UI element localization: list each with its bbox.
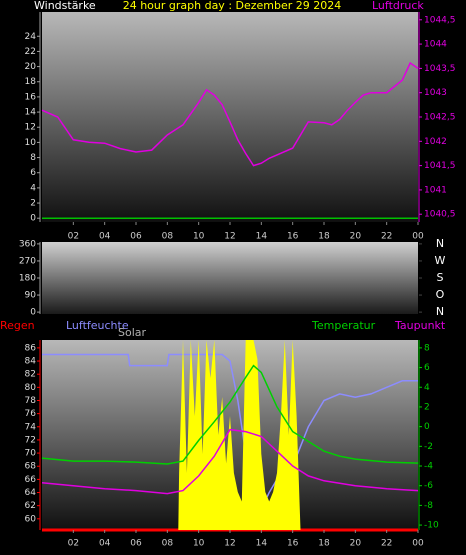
y-tick-label: 68 bbox=[25, 462, 37, 472]
x-tick-label: 02 bbox=[68, 539, 79, 549]
y2-tick-label: -4 bbox=[424, 462, 433, 472]
x-tick-label: 16 bbox=[287, 232, 299, 242]
x-tick-label: 00 bbox=[412, 539, 424, 549]
y2-tick-label: 1041,5 bbox=[424, 161, 456, 171]
y-tick-label: 70 bbox=[25, 449, 37, 459]
x-tick-label: 00 bbox=[412, 232, 424, 242]
y2-tick-label: -6 bbox=[424, 481, 433, 491]
x-tick-label: 04 bbox=[99, 539, 111, 549]
y-tick-label: 180 bbox=[19, 274, 36, 284]
y-tick-label: 360 bbox=[19, 239, 36, 249]
y-tick-label: 84 bbox=[25, 357, 37, 367]
x-tick-label: 22 bbox=[381, 539, 392, 549]
y2-tick-label: 1044,5 bbox=[424, 15, 456, 25]
x-tick-label: 22 bbox=[381, 232, 392, 242]
chart-title: 24 hour graph day : Dezember 29 2024 bbox=[123, 0, 342, 12]
y-tick-label: 16 bbox=[25, 92, 37, 102]
x-tick-label: 20 bbox=[350, 232, 362, 242]
y-tick-label: 78 bbox=[25, 396, 37, 406]
y-tick-label: 270 bbox=[19, 256, 36, 266]
y-tick-label: 10 bbox=[25, 138, 37, 148]
y-tick-label: 0 bbox=[30, 214, 36, 224]
y2-tick-label: N bbox=[436, 305, 444, 318]
y2-tick-label: N bbox=[436, 237, 444, 250]
y2-tick-label: -10 bbox=[424, 521, 439, 531]
y-tick-label: 76 bbox=[25, 409, 37, 419]
x-tick-label: 14 bbox=[256, 232, 268, 242]
area bbox=[42, 340, 418, 530]
y2-tick-label: 1042 bbox=[424, 137, 447, 147]
y2-tick-label: 8 bbox=[424, 343, 430, 353]
x-tick-label: 20 bbox=[350, 539, 362, 549]
plot-area bbox=[42, 12, 418, 222]
y2-tick-label: W bbox=[435, 254, 446, 267]
y2-tick-label: -8 bbox=[424, 501, 433, 511]
y-tick-label: 66 bbox=[25, 475, 37, 485]
y-tick-label: 72 bbox=[25, 435, 36, 445]
y-tick-label: 8 bbox=[30, 153, 36, 163]
y-tick-label: 0 bbox=[30, 308, 36, 318]
x-tick-label: 18 bbox=[318, 539, 330, 549]
x-tick-label: 10 bbox=[193, 232, 205, 242]
y-tick-label: 64 bbox=[25, 488, 37, 498]
y-tick-label: 14 bbox=[25, 108, 37, 118]
x-tick-label: 10 bbox=[193, 539, 205, 549]
plot-area bbox=[42, 242, 418, 314]
y-tick-label: 62 bbox=[25, 501, 36, 511]
legend-entry: Luftfeuchte bbox=[66, 319, 129, 332]
y2-tick-label: 1042,5 bbox=[424, 113, 456, 123]
y2-tick-label: O bbox=[436, 288, 445, 301]
y-tick-label: 90 bbox=[25, 291, 37, 301]
legend-entry: Solar bbox=[118, 326, 147, 339]
axis-title: Windstärke bbox=[34, 0, 96, 12]
y2-tick-label: -2 bbox=[424, 442, 433, 452]
x-tick-label: 08 bbox=[162, 232, 174, 242]
line bbox=[41, 364, 419, 465]
legend-entry: Temperatur bbox=[311, 319, 376, 332]
x-tick-label: 16 bbox=[287, 539, 299, 549]
axis-title: Luftdruck bbox=[372, 0, 424, 12]
y-tick-label: 82 bbox=[25, 370, 36, 380]
y-tick-label: 12 bbox=[25, 123, 36, 133]
y-tick-label: 24 bbox=[25, 32, 37, 42]
x-tick-label: 06 bbox=[130, 232, 142, 242]
y-tick-label: 4 bbox=[30, 183, 36, 193]
line bbox=[41, 428, 419, 495]
y2-tick-label: 6 bbox=[424, 363, 430, 373]
y-tick-label: 86 bbox=[25, 343, 37, 353]
y2-tick-label: 0 bbox=[424, 422, 430, 432]
x-tick-label: 02 bbox=[68, 232, 79, 242]
y2-tick-label: 1043,5 bbox=[424, 64, 456, 74]
x-tick-label: 06 bbox=[130, 539, 142, 549]
y2-tick-label: 1044 bbox=[424, 40, 447, 50]
y2-tick-label: 1043 bbox=[424, 88, 447, 98]
x-tick-label: 04 bbox=[99, 232, 111, 242]
y2-tick-label: 2 bbox=[424, 402, 430, 412]
legend-entry: Regen bbox=[0, 319, 35, 332]
x-tick-label: 12 bbox=[224, 539, 235, 549]
y2-tick-label: 1040,5 bbox=[424, 210, 456, 220]
x-tick-label: 18 bbox=[318, 232, 330, 242]
y-tick-label: 22 bbox=[25, 47, 36, 57]
y-tick-label: 18 bbox=[25, 77, 37, 87]
y-tick-label: 6 bbox=[30, 168, 36, 178]
y-tick-label: 2 bbox=[30, 199, 36, 209]
y2-tick-label: 4 bbox=[424, 383, 430, 393]
y-tick-label: 74 bbox=[25, 422, 37, 432]
y-tick-label: 60 bbox=[25, 514, 37, 524]
y2-tick-label: 1041 bbox=[424, 185, 447, 195]
x-tick-label: 12 bbox=[224, 232, 235, 242]
y-tick-label: 20 bbox=[25, 62, 37, 72]
y2-tick-label: S bbox=[437, 271, 444, 284]
y-tick-label: 80 bbox=[25, 383, 37, 393]
line bbox=[41, 61, 419, 167]
x-tick-label: 08 bbox=[162, 539, 174, 549]
x-tick-label: 14 bbox=[256, 539, 268, 549]
legend-entry: Taupunkt bbox=[394, 319, 446, 332]
